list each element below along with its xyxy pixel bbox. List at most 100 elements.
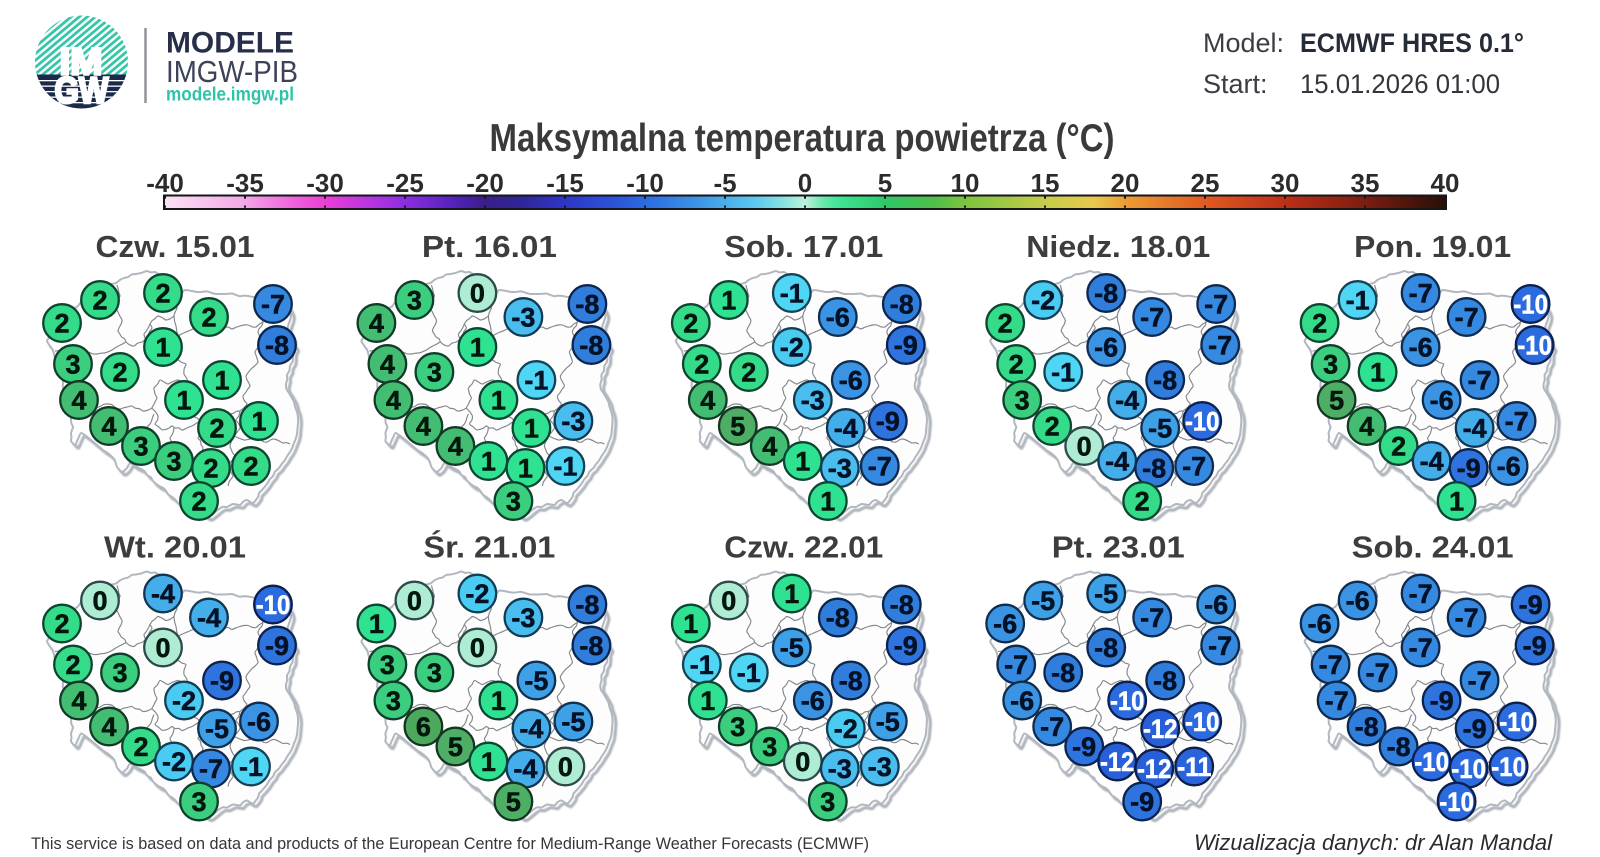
svg-text:Pon. 19.01: Pon. 19.01 [1354,229,1511,264]
svg-text:-1: -1 [239,752,263,782]
svg-text:This service is based on data: This service is based on data and produc… [31,835,869,853]
svg-text:2: 2 [998,309,1013,339]
svg-text:1: 1 [155,333,170,363]
svg-text:-9: -9 [894,631,918,661]
svg-text:0: 0 [470,633,485,663]
svg-text:4: 4 [448,432,463,462]
svg-text:-1: -1 [524,366,548,396]
svg-text:-5: -5 [524,666,548,696]
svg-text:5: 5 [1329,386,1344,416]
svg-text:-7: -7 [1208,331,1232,361]
svg-text:-6: -6 [247,707,271,737]
svg-text:-10: -10 [1414,747,1449,777]
svg-text:1: 1 [524,414,539,444]
svg-text:-7: -7 [1325,686,1349,716]
svg-text:-9: -9 [1519,590,1543,620]
svg-text:2: 2 [54,309,69,339]
svg-text:-8: -8 [579,331,603,361]
svg-text:-1: -1 [780,279,804,309]
svg-text:-6: -6 [1010,686,1034,716]
svg-text:-10: -10 [1185,407,1220,437]
svg-text:-7: -7 [868,452,892,482]
svg-text:2: 2 [1312,309,1327,339]
svg-text:-3: -3 [828,454,852,484]
svg-text:4: 4 [369,309,384,339]
svg-text:-3: -3 [868,752,892,782]
svg-text:-4: -4 [197,603,221,633]
svg-text:-8: -8 [579,631,603,661]
svg-text:-7: -7 [261,290,285,320]
svg-text:-1: -1 [737,658,761,688]
svg-text:-8: -8 [890,590,914,620]
svg-text:-7: -7 [1409,579,1433,609]
svg-text:-7: -7 [1468,366,1492,396]
svg-text:2: 2 [1135,487,1150,517]
svg-text:5: 5 [448,732,463,762]
svg-text:-6: -6 [1497,452,1521,482]
svg-text:-7: -7 [1455,303,1479,333]
svg-text:3: 3 [65,350,80,380]
svg-text:-6: -6 [1430,386,1454,416]
svg-text:0: 0 [558,752,573,782]
svg-text:-11: -11 [1177,752,1212,782]
svg-text:-5: -5 [561,707,585,737]
svg-text:-6: -6 [1409,333,1433,363]
svg-text:-7: -7 [1468,666,1492,696]
svg-text:3: 3 [407,286,422,316]
svg-text:-8: -8 [1355,712,1379,742]
svg-text:30: 30 [1271,168,1300,198]
svg-text:-6: -6 [993,609,1017,639]
svg-text:-10: -10 [1513,290,1548,320]
svg-text:-6: -6 [1204,590,1228,620]
svg-text:-25: -25 [386,168,424,198]
svg-text:15.01.2026 01:00: 15.01.2026 01:00 [1300,69,1500,99]
svg-text:-9: -9 [1463,714,1487,744]
svg-text:10: 10 [951,168,980,198]
svg-text:-8: -8 [890,290,914,320]
svg-text:-4: -4 [1105,447,1129,477]
svg-text:-10: -10 [1439,787,1474,817]
svg-text:-9: -9 [1072,732,1096,762]
svg-text:3: 3 [1015,386,1030,416]
svg-text:-9: -9 [1457,454,1481,484]
svg-text:6: 6 [416,712,431,742]
svg-text:modele.imgw.pl: modele.imgw.pl [166,84,294,106]
svg-text:MODELE: MODELE [166,27,294,60]
svg-text:Czw. 15.01: Czw. 15.01 [96,229,255,264]
svg-text:4: 4 [386,386,401,416]
svg-text:-9: -9 [1523,631,1547,661]
svg-text:4: 4 [101,412,116,442]
svg-text:2: 2 [683,309,698,339]
svg-text:2: 2 [1045,412,1060,442]
svg-text:-4: -4 [1463,414,1487,444]
svg-text:2: 2 [133,732,148,762]
svg-text:1: 1 [1449,487,1464,517]
svg-text:Pt. 16.01: Pt. 16.01 [422,229,557,264]
svg-text:-7: -7 [1140,603,1164,633]
svg-text:-2: -2 [780,333,804,363]
svg-text:-10: -10 [1517,331,1552,361]
svg-text:-7: -7 [1409,633,1433,663]
svg-text:-10: -10 [1451,754,1486,784]
svg-text:2: 2 [243,452,258,482]
svg-text:-7: -7 [1505,407,1529,437]
svg-text:-8: -8 [839,666,863,696]
svg-text:-8: -8 [1051,658,1075,688]
svg-text:-30: -30 [306,168,344,198]
svg-text:4: 4 [71,686,86,716]
svg-text:2: 2 [1391,432,1406,462]
svg-text:-10: -10 [626,168,664,198]
svg-text:2: 2 [203,454,218,484]
svg-text:-8: -8 [826,603,850,633]
svg-text:-5: -5 [713,168,736,198]
svg-text:4: 4 [71,386,86,416]
svg-text:1: 1 [369,609,384,639]
svg-text:3: 3 [166,447,181,477]
svg-text:2: 2 [741,358,756,388]
svg-text:-2: -2 [1031,286,1055,316]
svg-text:5: 5 [878,168,892,198]
svg-text:3: 3 [820,787,835,817]
svg-text:-7: -7 [1040,712,1064,742]
svg-text:2: 2 [92,286,107,316]
svg-text:-10: -10 [1499,707,1534,737]
